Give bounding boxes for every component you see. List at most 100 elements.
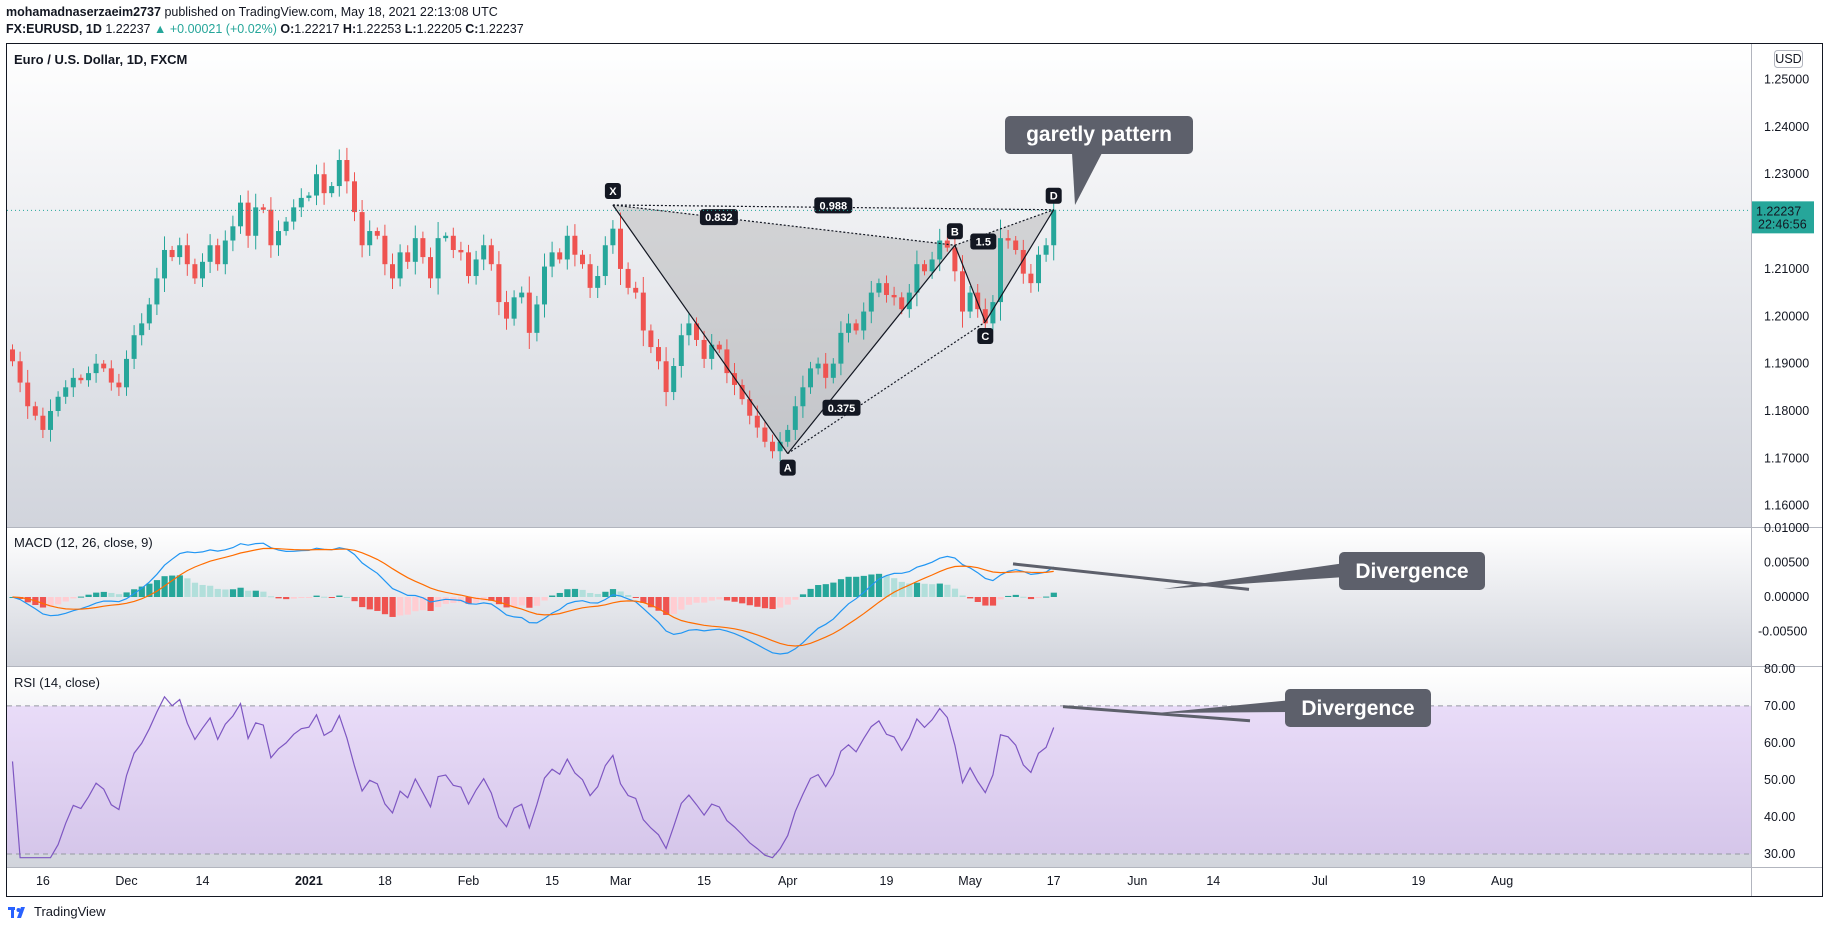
point-a-label[interactable]: A <box>779 459 796 476</box>
rsi-line <box>11 695 1055 859</box>
macd-histogram-bar <box>663 597 670 615</box>
macd-histogram-bar <box>214 588 221 597</box>
macd-histogram-bar <box>731 597 738 602</box>
ratio-bd-label[interactable]: 1.5 <box>970 233 997 250</box>
time-tick-label: Jul <box>1312 874 1328 888</box>
price-tick-label: 1.19000 <box>1764 357 1809 371</box>
candle-body <box>139 323 145 336</box>
rsi-tick-label: 50.00 <box>1764 773 1795 787</box>
macd-histogram-bar <box>777 597 784 608</box>
macd-axis[interactable]: 0.01000 0.00500 0.00000 -0.00500 <box>1758 521 1809 639</box>
pattern-leg-ab <box>787 244 956 454</box>
candle-body <box>268 209 274 246</box>
pattern-leg-xa <box>612 204 789 454</box>
candle-body <box>1051 209 1057 246</box>
time-tick-label: 15 <box>697 874 711 888</box>
candle-body <box>846 323 851 333</box>
point-d-label-bg <box>1045 187 1062 204</box>
macd-histogram-bar <box>47 597 54 607</box>
macd-histogram-bar <box>716 597 723 600</box>
macd-histogram-bar <box>1020 596 1027 598</box>
rsi-divergence-callout[interactable]: Divergence <box>1157 689 1431 727</box>
macd-histogram-bar <box>351 597 358 602</box>
candle-body <box>960 271 965 312</box>
macd-divergence-callout[interactable]: Divergence <box>1163 552 1485 590</box>
pattern-callout[interactable]: garetly pattern <box>1005 116 1193 205</box>
time-axis[interactable]: 16 Dec 14 2021 18 Feb 15 Mar 15 Apr 19 May 17 Jun 14 Ju… <box>36 874 1513 888</box>
macd-histogram-bar <box>419 597 427 611</box>
point-b-label[interactable]: B <box>946 223 963 240</box>
macd-histogram-bar <box>670 597 677 615</box>
macd-histogram-bar <box>579 589 586 597</box>
candle-body <box>40 415 46 430</box>
low-value: 1.22205 <box>416 22 462 36</box>
candle-body <box>648 330 654 348</box>
rsi-axis[interactable]: 80.00 70.00 60.00 50.00 40.00 30.00 <box>1764 662 1795 861</box>
price-tick-label: 1.18000 <box>1764 404 1809 418</box>
candle-body <box>496 264 502 303</box>
macd-histogram-bar <box>701 597 708 603</box>
macd-histogram-bar <box>640 597 647 603</box>
rsi-tick-label: 40.00 <box>1764 810 1795 824</box>
point-d-label[interactable]: D <box>1045 187 1062 204</box>
rsi-tick-label: 80.00 <box>1764 662 1795 676</box>
candlestick-series <box>10 147 1057 461</box>
candle-body <box>564 235 570 260</box>
price-tick-label: 1.24000 <box>1764 120 1809 134</box>
macd-histogram-bar <box>511 597 518 607</box>
point-b-label-bg <box>946 223 963 240</box>
candle-body <box>899 297 905 310</box>
rsi-series <box>11 695 1251 859</box>
candle-body <box>504 302 509 319</box>
macd-histogram-bar <box>108 592 115 597</box>
macd-histogram-bar <box>260 591 267 597</box>
macd-histogram-bar <box>412 597 419 612</box>
candle-body <box>101 363 107 369</box>
chart-canvas[interactable]: 1.250001.240001.230001.220001.210001.200… <box>0 0 1828 900</box>
macd-histogram-bar <box>647 597 655 608</box>
candle-body <box>230 226 236 241</box>
currency-badge[interactable] <box>1774 50 1803 68</box>
candle-body <box>374 231 380 236</box>
macd-histogram-bar <box>784 597 791 605</box>
price-tick-label: 1.23000 <box>1764 167 1809 181</box>
macd-histogram-bar <box>518 597 525 606</box>
ratio-ac-label[interactable]: 0.375 <box>822 399 861 416</box>
candle-body <box>283 221 289 232</box>
candle-body <box>678 335 684 366</box>
macd-histogram-bar <box>625 595 632 597</box>
macd-histogram-bar <box>837 579 845 597</box>
gartley-pattern-lines: X A B C D 0.832 0.988 0.375 1.5 <box>604 183 1062 476</box>
candle-body <box>116 382 122 388</box>
point-c-label[interactable]: C <box>977 327 994 344</box>
point-x-label[interactable]: X <box>604 183 621 199</box>
candle-body <box>891 294 897 298</box>
candle-body <box>367 231 373 246</box>
candle-body <box>671 366 677 393</box>
candle-body <box>830 363 836 378</box>
candle-body <box>747 399 753 416</box>
macd-histogram-bar <box>24 597 31 603</box>
high-value: 1.22253 <box>356 22 402 36</box>
macd-histogram-bar <box>245 590 252 597</box>
macd-histogram-bar <box>845 576 852 597</box>
price-axis[interactable]: 1.250001.240001.230001.220001.210001.200… <box>1764 73 1809 513</box>
ratio-ac-label-text: 0.375 <box>828 403 856 415</box>
time-tick-label: Apr <box>778 874 797 888</box>
point-b-label-text: B <box>951 226 959 238</box>
candle-body <box>276 231 281 246</box>
candle-body <box>937 240 943 260</box>
ratio-xd-label[interactable]: 0.988 <box>814 197 853 214</box>
macd-histogram-bar <box>693 597 700 603</box>
ratio-xb-label[interactable]: 0.832 <box>699 209 738 226</box>
macd-histogram-bar <box>967 597 974 599</box>
tradingview-logo-icon[interactable] <box>8 905 30 919</box>
candle-body <box>215 245 221 265</box>
macd-histogram-bar <box>799 594 807 597</box>
author-name[interactable]: mohamadnaserzaeim2737 <box>6 5 161 19</box>
candle-body <box>929 259 935 272</box>
publish-info: published on TradingView.com, May 18, 20… <box>164 5 498 19</box>
macd-histogram-bar <box>655 597 662 611</box>
footer-brand: TradingView <box>34 904 106 919</box>
candle-body <box>884 283 889 295</box>
